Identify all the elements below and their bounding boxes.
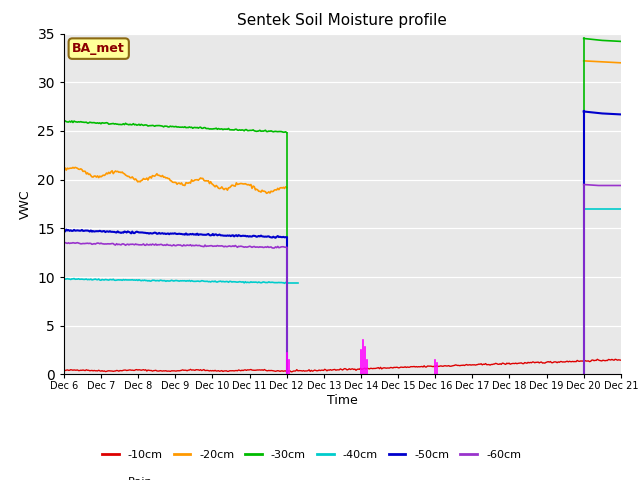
Y-axis label: VWC: VWC bbox=[19, 189, 32, 219]
Text: BA_met: BA_met bbox=[72, 42, 125, 55]
Legend: Rain: Rain bbox=[97, 473, 156, 480]
X-axis label: Time: Time bbox=[327, 394, 358, 407]
Title: Sentek Soil Moisture profile: Sentek Soil Moisture profile bbox=[237, 13, 447, 28]
